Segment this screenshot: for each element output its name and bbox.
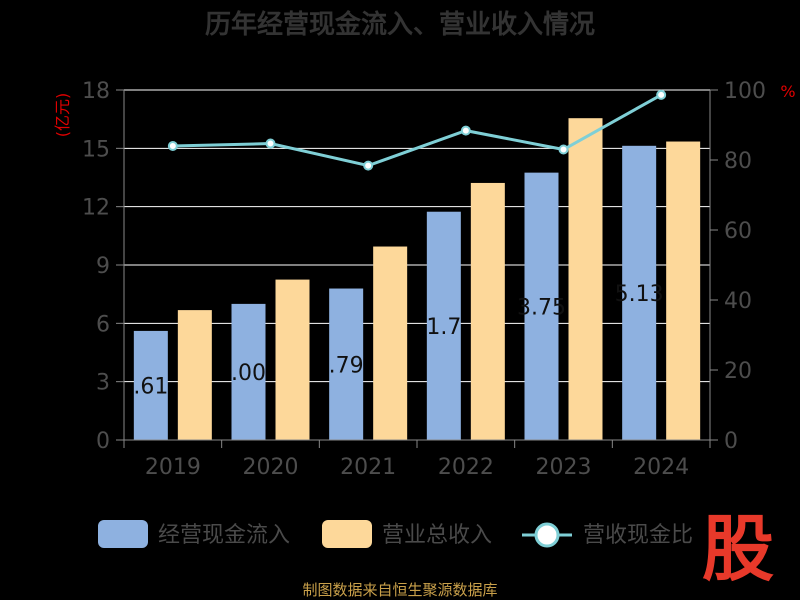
bar-revenue xyxy=(275,279,310,440)
data-label-cash-inflow: 5.13 xyxy=(615,282,664,307)
legend-swatch-ratio-marker xyxy=(534,522,560,548)
ratio-point xyxy=(363,160,374,171)
y-left-unit: (亿元) xyxy=(53,93,72,138)
y-right-tick-label: 100 xyxy=(724,79,766,104)
ratio-line xyxy=(167,89,667,171)
ratio-point xyxy=(656,89,667,100)
data-label-cash-inflow: .79 xyxy=(329,353,364,378)
x-tick-label: 2023 xyxy=(536,455,592,480)
bar-cash-inflow xyxy=(622,145,657,441)
legend-label-ratio: 营收现金比 xyxy=(583,523,693,548)
data-label-cash-inflow: .00 xyxy=(231,361,266,386)
grid-lines xyxy=(124,89,710,383)
legend: 经营现金流入 营业总收入 营收现金比 xyxy=(98,520,693,548)
ratio-point xyxy=(167,141,178,151)
stock-badge: 股 xyxy=(702,507,774,591)
x-tick-label: 2019 xyxy=(145,455,201,480)
bar-cash-inflow xyxy=(231,303,266,440)
y-right-tick-label: 0 xyxy=(724,429,738,454)
y-left-tick-label: 12 xyxy=(82,196,110,221)
bar-cash-inflow xyxy=(426,211,461,440)
bar-cash-inflow xyxy=(329,288,364,440)
bar-revenue xyxy=(470,182,505,440)
bar-revenue xyxy=(666,141,701,440)
x-tick-label: 2022 xyxy=(438,455,494,480)
y-left-tick-label: 9 xyxy=(96,254,110,279)
y-left-tick-label: 0 xyxy=(96,429,110,454)
y-right-tick-label: 80 xyxy=(724,149,752,174)
y-right-tick-label: 40 xyxy=(724,289,752,314)
chart-title: 历年经营现金流入、营业收入情况 xyxy=(205,9,595,40)
legend-label-cash-inflow: 经营现金流入 xyxy=(158,523,290,548)
y-left-tick-label: 6 xyxy=(96,312,110,337)
y-left-tick-label: 3 xyxy=(96,371,110,396)
ratio-polyline xyxy=(172,93,662,168)
bar-cash-inflow xyxy=(133,330,168,440)
data-labels: .61 .00 .79 1.7 3.75 5.13 xyxy=(133,282,663,400)
bar-revenue xyxy=(373,246,408,440)
legend-swatch-revenue xyxy=(322,520,372,548)
bar-revenue xyxy=(568,118,603,440)
y-left-tick-label: 18 xyxy=(82,79,110,104)
y-right-tick-label: 20 xyxy=(724,359,752,384)
legend-swatch-cash-inflow xyxy=(98,520,148,548)
ratio-point xyxy=(265,138,276,149)
data-label-cash-inflow: .61 xyxy=(133,374,168,399)
bars xyxy=(133,118,701,441)
data-label-cash-inflow: 1.7 xyxy=(426,315,461,340)
data-label-cash-inflow: 3.75 xyxy=(517,295,566,320)
ratio-point xyxy=(460,125,471,136)
x-tick-label: 2024 xyxy=(633,455,689,480)
data-source: 制图数据来自恒生聚源数据库 xyxy=(302,581,497,599)
x-tick-label: 2020 xyxy=(243,455,299,480)
y-right-tick-label: 60 xyxy=(724,219,752,244)
legend-label-revenue: 营业总收入 xyxy=(382,523,492,548)
y-left-tick-label: 15 xyxy=(82,137,110,162)
x-tick-label: 2021 xyxy=(340,455,396,480)
y-right-unit: % xyxy=(780,82,795,101)
bar-revenue xyxy=(177,310,212,440)
bar-cash-inflow xyxy=(524,172,559,440)
axes: 0 3 6 9 12 15 18 0 20 40 60 80 100 2019 2020 2021 2022 20… xyxy=(82,79,766,480)
ratio-point xyxy=(558,144,569,155)
